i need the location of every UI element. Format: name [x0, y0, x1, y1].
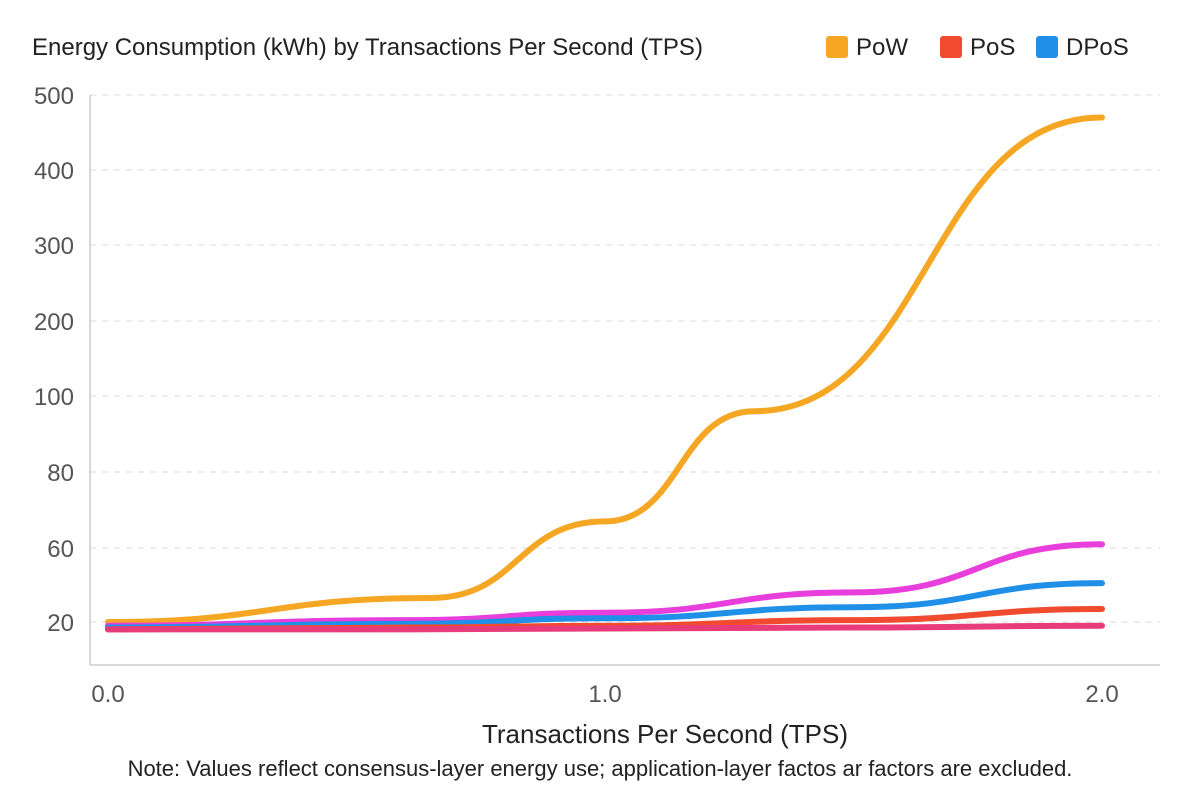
legend-swatch-pos: [940, 36, 962, 58]
y-tick-label: 20: [47, 610, 74, 637]
y-tick-label: 100: [34, 384, 74, 411]
legend-label-pos: PoS: [970, 34, 1015, 61]
x-axis-label: Transactions Per Second (TPS): [482, 719, 848, 749]
series-line-1: [105, 541, 1105, 629]
chart-title: Energy Consumption (kWh) by Transactions…: [32, 34, 703, 61]
x-tick-label: 1.0: [588, 681, 621, 708]
legend-swatch-dpos: [1036, 36, 1058, 58]
series-lines: [105, 114, 1105, 633]
y-tick-label: 400: [34, 158, 74, 185]
series-line-2: [105, 580, 1105, 631]
y-axis-ticks: 20 60 80 100 200 300 400 500: [34, 83, 74, 637]
legend-label-pow: PoW: [856, 34, 908, 61]
footnote: Note: Values reflect consensus-layer ene…: [127, 756, 1073, 781]
x-axis-ticks: 0.0 1.0 2.0: [91, 681, 1118, 708]
legend-label-dpos: DPoS: [1066, 34, 1129, 61]
legend-swatch-pow: [826, 36, 848, 58]
x-tick-label: 0.0: [91, 681, 124, 708]
y-tick-label: 80: [47, 460, 74, 487]
series-line-4: [105, 622, 1105, 633]
legend: PoW PoS DPoS: [826, 34, 1129, 61]
y-tick-label: 200: [34, 309, 74, 336]
gridlines: [90, 94, 1160, 623]
x-tick-label: 2.0: [1085, 681, 1118, 708]
y-tick-label: 500: [34, 83, 74, 110]
line-chart: Energy Consumption (kWh) by Transactions…: [32, 34, 1160, 749]
series-line-0: [105, 114, 1105, 625]
y-tick-label: 300: [34, 233, 74, 260]
y-tick-label: 60: [47, 536, 74, 563]
